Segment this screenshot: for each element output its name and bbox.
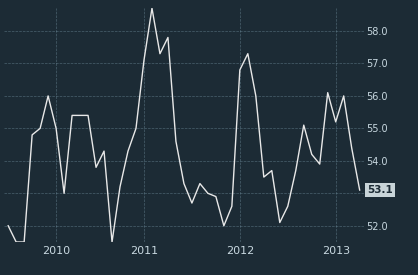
- Text: 53.1: 53.1: [367, 185, 393, 195]
